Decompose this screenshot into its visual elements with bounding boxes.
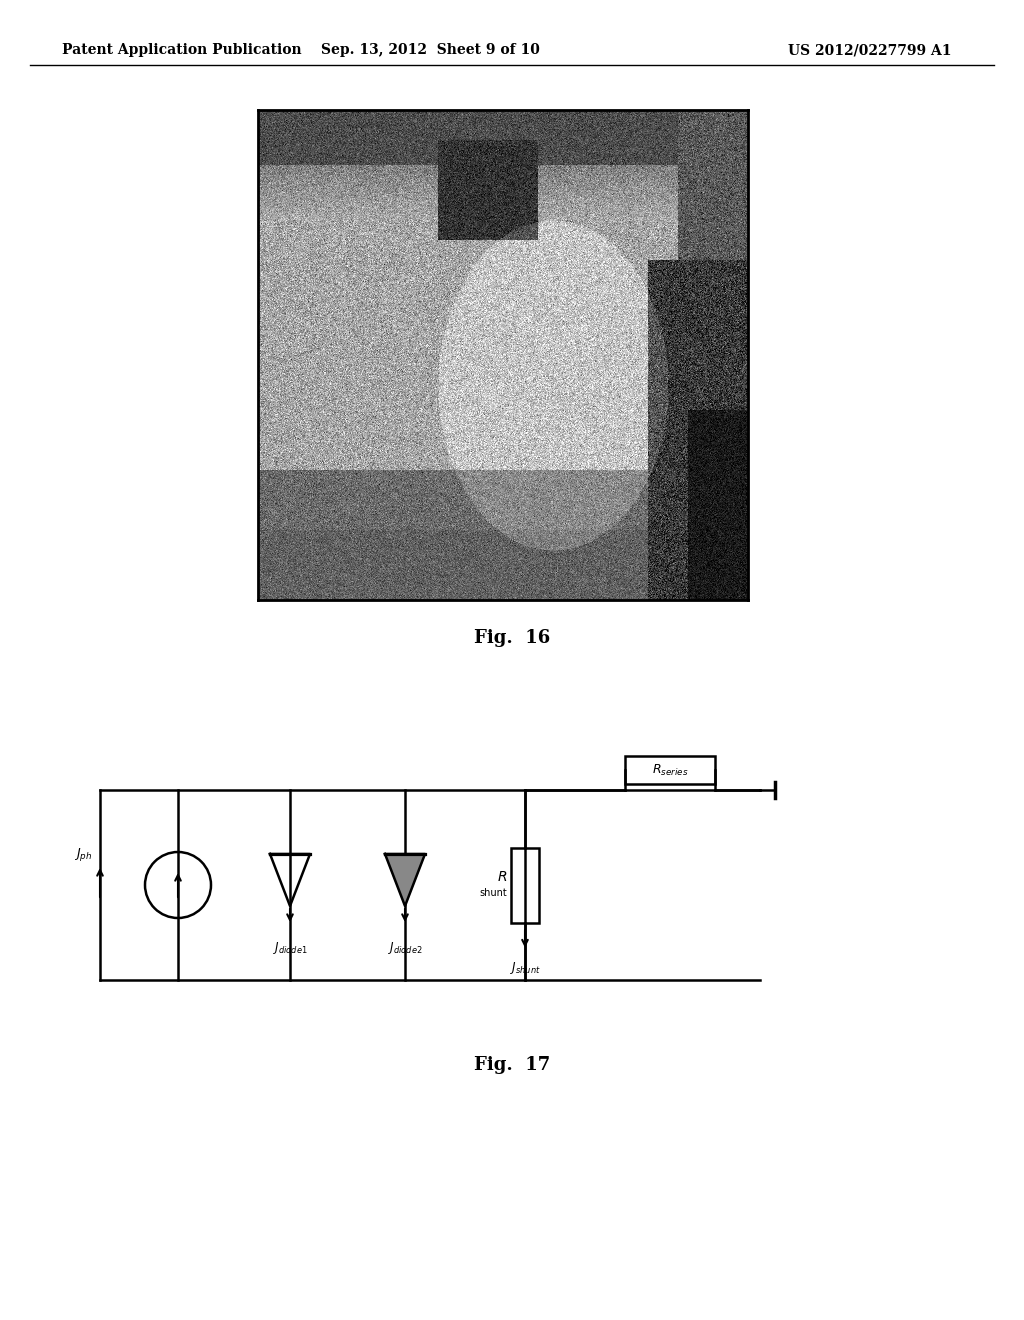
Text: Patent Application Publication: Patent Application Publication [62, 44, 302, 57]
Text: US 2012/0227799 A1: US 2012/0227799 A1 [788, 44, 951, 57]
Text: Fig.  17: Fig. 17 [474, 1056, 550, 1074]
Text: 50 nm: 50 nm [272, 581, 307, 591]
Text: $J_{diode2}$: $J_{diode2}$ [388, 940, 422, 956]
Polygon shape [385, 854, 425, 906]
Bar [511, 847, 539, 923]
Text: $R_{series}$: $R_{series}$ [652, 763, 688, 777]
Text: Sep. 13, 2012  Sheet 9 of 10: Sep. 13, 2012 Sheet 9 of 10 [321, 44, 540, 57]
Text: $R$: $R$ [497, 870, 507, 884]
Text: shunt: shunt [479, 888, 507, 898]
Text: Si-pin: Si-pin [266, 279, 304, 292]
Bar [625, 756, 715, 784]
Text: TCO back: TCO back [318, 132, 374, 145]
Text: $J_{ph}$: $J_{ph}$ [74, 846, 92, 863]
Text: Fig.  16: Fig. 16 [474, 630, 550, 647]
Text: $J_{diode1}$: $J_{diode1}$ [272, 940, 307, 956]
Text: TCO front: TCO front [266, 519, 326, 532]
Text: $J_{shunt}$: $J_{shunt}$ [510, 961, 541, 977]
